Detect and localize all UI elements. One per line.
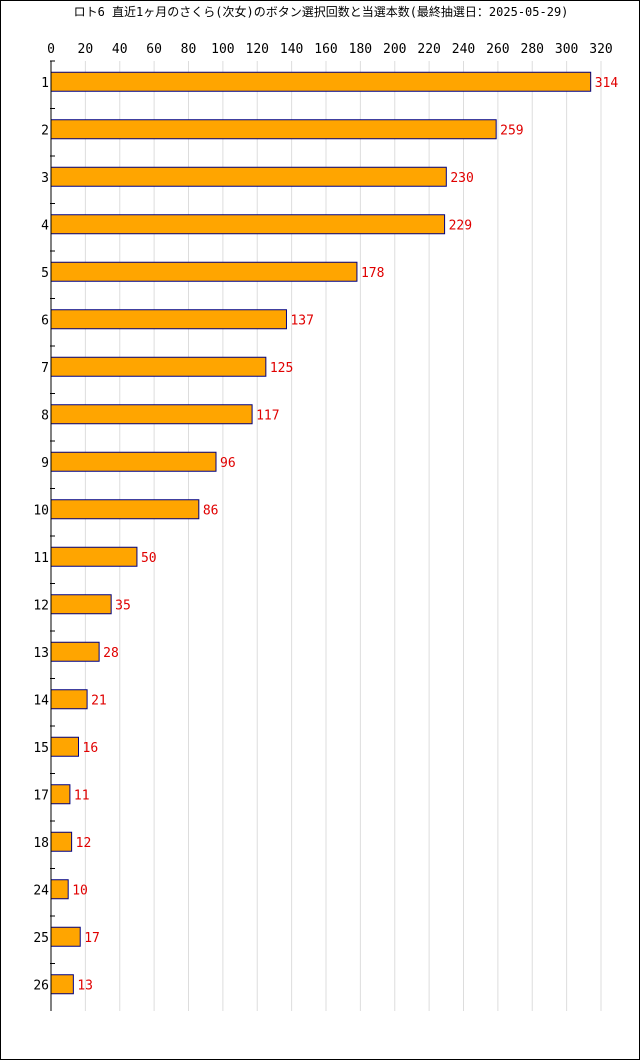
y-category-label: 18 [33,836,49,851]
x-tick-label: 320 [589,42,612,57]
bar-2 [50,119,497,140]
y-category-label: 4 [41,218,49,233]
bar-7 [50,356,267,377]
y-category-label: 2 [41,123,49,138]
y-category-label: 17 [33,788,49,803]
bar-8 [50,404,253,425]
grid-lines [84,61,602,1011]
x-tick-label: 160 [314,42,337,57]
bar-11 [50,546,138,567]
y-category-label: 8 [41,408,49,423]
y-category-label: 26 [33,978,49,993]
data-label: 259 [500,123,523,138]
y-category-label: 6 [41,313,49,328]
data-label: 21 [91,693,107,708]
bar-1 [50,71,592,92]
bar-5 [50,261,358,282]
x-tick-label: 260 [486,42,509,57]
data-label: 86 [203,503,219,518]
bar-4 [50,214,446,235]
x-tick-label: 140 [280,42,303,57]
data-label: 11 [74,788,90,803]
x-tick-label: 280 [521,42,544,57]
x-tick-label: 120 [246,42,269,57]
data-label: 16 [83,741,99,756]
data-label: 12 [76,836,92,851]
chart-title: ロト6 直近1ヶ月のさくら(次女)のボタン選択回数と当選本数(最終抽選日：202… [74,4,569,19]
y-category-label: 5 [41,266,49,281]
x-tick-label: 0 [47,42,55,57]
y-category-label: 25 [33,931,49,946]
bar-26 [50,974,74,995]
y-category-label: 12 [33,598,49,613]
bar-10 [50,499,200,520]
y-category-label: 24 [33,883,49,898]
y-category-label: 7 [41,361,49,376]
bar-12 [50,594,112,615]
x-tick-label: 80 [181,42,197,57]
y-category-label: 11 [33,551,49,566]
data-label: 229 [449,218,472,233]
data-label: 117 [256,408,279,423]
x-axis-ticks: 0 20 40 60 80 100 120 140 160 180 200 220 240 260 280 3… [47,42,613,57]
y-category-label: 13 [33,646,49,661]
bar-24 [50,879,69,900]
data-labels: 314 259 230 229 178 137 125 117 96 86 50 35 28 21 16 11… [72,76,618,994]
data-label: 178 [361,266,384,281]
data-label: 35 [115,598,131,613]
bar-6 [50,309,287,330]
bar-15 [50,736,79,757]
y-category-label: 3 [41,171,49,186]
x-tick-label: 220 [417,42,440,57]
y-category-label: 10 [33,503,49,518]
data-label: 96 [220,456,236,471]
x-tick-label: 180 [349,42,372,57]
x-tick-label: 40 [112,42,128,57]
data-label: 230 [450,171,473,186]
bar-9 [50,451,217,472]
data-label: 137 [290,313,313,328]
data-label: 10 [72,883,88,898]
data-label: 125 [270,361,293,376]
x-tick-label: 60 [146,42,162,57]
bar-13 [50,641,100,662]
data-label: 50 [141,551,157,566]
x-tick-label: 200 [383,42,406,57]
x-tick-label: 300 [555,42,578,57]
x-tick-label: 240 [452,42,475,57]
data-label: 17 [84,931,100,946]
bars [50,71,592,995]
data-label: 13 [77,978,93,993]
y-category-label: 15 [33,741,49,756]
x-tick-label: 20 [78,42,94,57]
bar-18 [50,831,73,852]
bar-3 [50,166,447,187]
data-label: 28 [103,646,119,661]
bar-14 [50,689,88,710]
y-category-label: 1 [41,76,49,91]
y-category-label: 14 [33,693,49,708]
x-tick-label: 100 [211,42,234,57]
bar-25 [50,926,81,947]
data-label: 314 [595,76,619,91]
bar-17 [50,784,71,805]
y-category-label: 9 [41,456,49,471]
